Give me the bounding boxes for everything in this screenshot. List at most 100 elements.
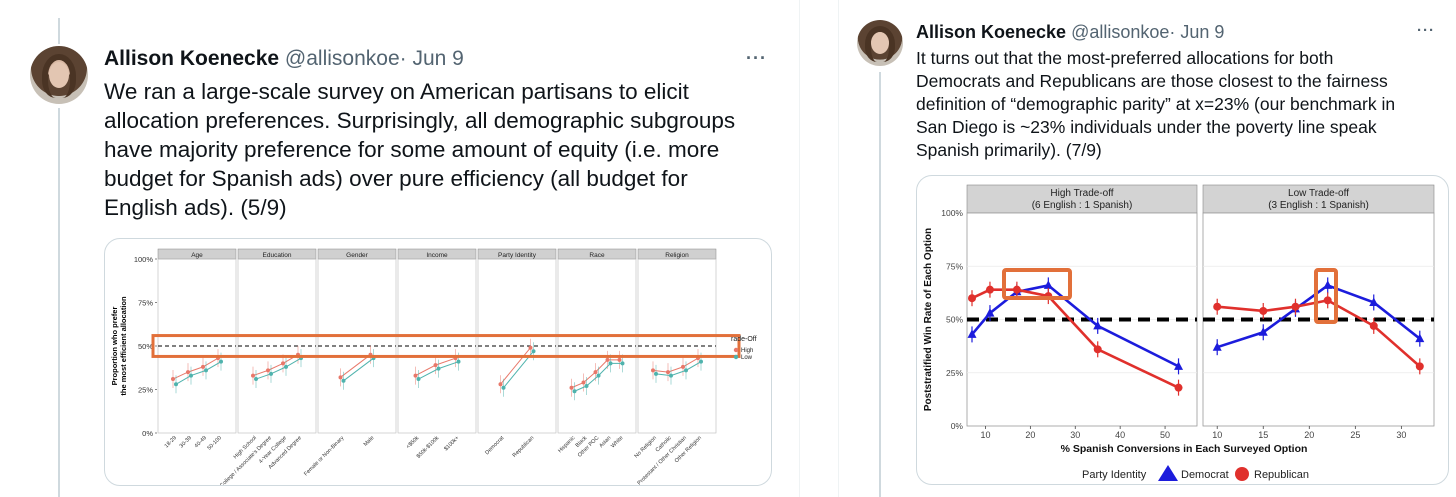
series-high-point	[581, 380, 586, 385]
series-low-point	[189, 373, 193, 378]
y-tick-label: 50%	[138, 342, 153, 351]
y-tick-label: 25%	[138, 386, 153, 395]
facet-subtitle: (6 English : 1 Spanish)	[1032, 200, 1133, 211]
legend-label: High	[741, 348, 753, 354]
tweet-text: We ran a large-scale survey on American …	[104, 79, 736, 220]
separator-dot: ·	[1169, 22, 1176, 42]
series-high-point	[171, 377, 175, 382]
facet-title: Party Identity	[498, 252, 537, 259]
author-name[interactable]: Allison Koenecke	[104, 47, 280, 70]
x-tick-label: 15	[1258, 430, 1268, 440]
tweet-7-of-9[interactable]: Allison Koenecke @allisonkoe· Jun 9 ··· …	[838, 0, 1456, 497]
series-low-point	[699, 359, 703, 364]
series-high-point	[413, 373, 418, 378]
highlight-box-high	[1002, 268, 1072, 300]
series-republican-point	[1291, 302, 1300, 311]
series-low-line	[655, 361, 702, 377]
legend-title: Party Identity	[1082, 469, 1147, 481]
tweet-header: Allison Koenecke @allisonkoe· Jun 9	[104, 47, 464, 71]
tweet-image-subgroup-chart[interactable]: Proportion who prefer the most efficient …	[104, 238, 772, 486]
x-tick-label: Democrat	[484, 435, 505, 456]
series-low-point	[416, 377, 421, 382]
legend-marker-democrat	[1158, 465, 1178, 481]
subgroup-preference-chart: Proportion who prefer the most efficient …	[110, 248, 757, 485]
series-republican-point	[1323, 296, 1332, 305]
win-rate-chart: Poststratified Win Rate of Each Option 0%…	[923, 184, 1435, 481]
series-low-point	[608, 361, 613, 366]
legend-title: rade-Off	[731, 336, 757, 343]
x-tick-label: 30-39	[179, 435, 193, 449]
series-democrat-point	[1212, 342, 1222, 351]
x-tick-label: Republican	[512, 435, 536, 459]
legend-marker-republican	[1235, 467, 1249, 481]
y-axis-label: Poststratified Win Rate of Each Option	[923, 228, 934, 411]
series-low-point	[254, 377, 258, 382]
facet-strip	[1202, 184, 1435, 214]
author-handle[interactable]: @allisonkoe	[284, 47, 400, 70]
series-low-point	[269, 371, 273, 376]
series-low-point	[669, 373, 673, 378]
author-name[interactable]: Allison Koenecke	[916, 22, 1067, 42]
thread-line	[879, 72, 881, 497]
x-tick-label: 50-100	[207, 435, 223, 451]
series-high-point	[617, 357, 622, 362]
author-handle[interactable]: @allisonkoe	[1071, 22, 1170, 42]
facet-title: Gender	[346, 252, 369, 259]
series-high-point	[433, 363, 438, 368]
series-democrat-point	[1415, 333, 1425, 343]
series-low-point	[620, 361, 625, 366]
series-democrat-point	[1369, 297, 1379, 306]
tweet-5-of-9[interactable]: Allison Koenecke @allisonkoe· Jun 9 ··· …	[0, 0, 800, 497]
series-low-point	[219, 359, 223, 364]
series-low-point	[684, 368, 688, 373]
series-republican-point	[1093, 345, 1102, 354]
y-tick-label: 0%	[142, 429, 153, 438]
y-tick-label: 50%	[946, 315, 963, 325]
series-democrat-point	[1174, 361, 1184, 370]
series-high-point	[338, 375, 343, 380]
tweet-date[interactable]: Jun 9	[412, 47, 464, 70]
avatar[interactable]	[30, 46, 88, 104]
legend-marker	[733, 347, 739, 353]
series-low-line	[255, 357, 302, 380]
series-high-point	[281, 361, 285, 366]
x-axis-label: % Spanish Conversions in Each Surveyed O…	[1061, 443, 1308, 455]
series-low-point	[531, 349, 536, 354]
series-democrat-point	[967, 329, 977, 338]
facet-title: High Trade-off	[1050, 188, 1113, 199]
y-axis-label: the most efficient allocation	[119, 296, 128, 396]
y-tick-label: 75%	[946, 261, 963, 271]
facet-subtitle: (3 English : 1 Spanish)	[1268, 200, 1369, 211]
x-tick-label: Female or Non-Binary	[303, 435, 345, 477]
series-high-point	[651, 368, 655, 373]
more-options-icon[interactable]: ···	[746, 48, 767, 68]
x-tick-label: No Religion	[634, 435, 658, 459]
x-tick-label: 20	[1025, 430, 1035, 440]
series-high-point	[201, 364, 205, 369]
series-high-line	[340, 354, 371, 378]
more-options-icon[interactable]: ···	[1417, 22, 1435, 39]
y-tick-label: 100%	[134, 255, 154, 264]
tweet-date[interactable]: Jun 9	[1180, 22, 1225, 42]
series-low-point	[456, 359, 461, 364]
x-tick-label: 30	[1070, 430, 1080, 440]
x-tick-label: 10	[980, 430, 990, 440]
facet-title: Education	[263, 252, 292, 259]
tweet-text: It turns out that the most-preferred all…	[916, 48, 1396, 160]
tweet-header: Allison Koenecke @allisonkoe· Jun 9	[916, 22, 1224, 43]
series-low-point	[284, 364, 288, 369]
series-low-point	[436, 366, 441, 371]
legend-label: Democrat	[1181, 469, 1229, 481]
series-low-point	[341, 378, 346, 383]
y-tick-label: 100%	[941, 208, 963, 218]
x-tick-label: $100k+	[443, 435, 460, 452]
y-axis-label: Proportion who prefer	[110, 307, 119, 386]
avatar[interactable]	[857, 20, 903, 66]
facet-title: Age	[191, 252, 203, 259]
facet-title: Religion	[665, 252, 689, 259]
series-high-point	[569, 385, 574, 390]
series-democrat-line	[1216, 283, 1421, 349]
tweet-image-win-rate-chart[interactable]: Poststratified Win Rate of Each Option 0%…	[916, 175, 1449, 485]
series-high-point	[681, 364, 685, 369]
x-tick-label: 10	[1212, 430, 1222, 440]
